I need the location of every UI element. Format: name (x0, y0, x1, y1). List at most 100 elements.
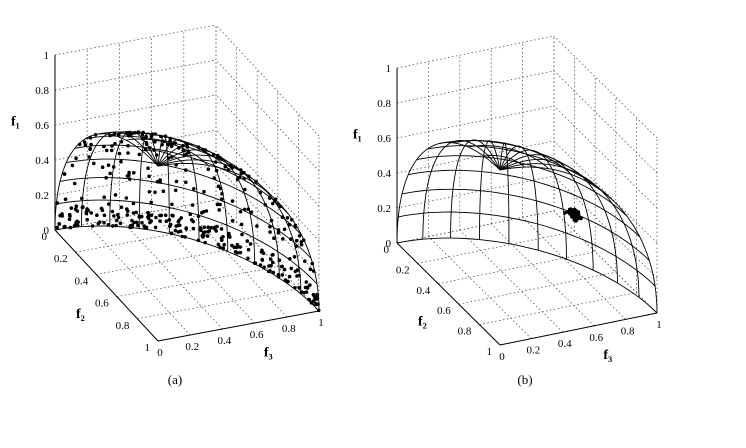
data-point (113, 193, 118, 197)
data-point (184, 226, 188, 230)
sphere-meridian (499, 166, 658, 314)
data-point (255, 224, 259, 228)
x-tick-label: 0.6 (589, 332, 603, 344)
data-point (104, 176, 108, 180)
data-point (299, 240, 304, 244)
data-point (285, 216, 290, 220)
data-point (219, 197, 224, 201)
sphere-meridian (396, 142, 501, 244)
data-point (316, 308, 321, 313)
data-point (107, 202, 111, 206)
data-point (116, 132, 121, 137)
data-point (242, 207, 247, 212)
data-point (159, 134, 163, 139)
data-point (169, 231, 174, 236)
data-point (171, 214, 175, 218)
data-point (181, 143, 185, 148)
data-point (82, 140, 87, 144)
data-point (73, 207, 78, 211)
data-point (289, 237, 293, 241)
x-axis-label: f₃ (603, 348, 612, 363)
data-point (81, 205, 85, 209)
grid-line (54, 24, 217, 56)
data-point (215, 153, 220, 158)
grid-line (553, 70, 658, 174)
data-point (311, 269, 316, 273)
data-point (303, 285, 308, 290)
z-tick-label: 0.2 (35, 190, 49, 202)
z-tick-label: 0.6 (377, 133, 391, 145)
data-point (136, 223, 140, 228)
data-point (313, 301, 318, 306)
data-point (276, 202, 280, 206)
grid-line (458, 271, 616, 305)
data-point (297, 285, 302, 290)
data-point (168, 136, 173, 141)
y-tick-label: 0.6 (95, 298, 109, 310)
data-point (196, 214, 201, 218)
data-point (230, 199, 235, 203)
data-point (119, 205, 124, 209)
data-point (206, 225, 210, 229)
data-point (118, 221, 123, 225)
y-tick-label: 0.8 (458, 326, 472, 338)
data-point (245, 239, 250, 243)
data-point (239, 171, 244, 176)
grid-line (438, 251, 596, 285)
data-point (297, 234, 302, 238)
data-point (147, 174, 151, 179)
data-point (110, 209, 115, 214)
data-point (102, 144, 106, 149)
data-point (282, 267, 287, 272)
grid-line (215, 164, 320, 277)
data-point (112, 131, 117, 136)
z-axis-label: f₁ (11, 115, 20, 130)
data-point (100, 208, 105, 212)
data-point (269, 263, 273, 268)
z-tick-label: 1 (386, 63, 392, 75)
data-point (134, 210, 138, 215)
data-point (62, 225, 66, 229)
data-point (114, 223, 118, 228)
data-point (135, 220, 139, 225)
data-point (235, 251, 239, 255)
data-point (573, 213, 577, 218)
data-point (117, 151, 122, 156)
sphere-meridian (499, 163, 640, 298)
data-point (218, 186, 223, 191)
grid-line (54, 59, 217, 91)
data-point (188, 212, 193, 216)
data-point (116, 215, 121, 220)
sphere-meridian (157, 159, 302, 295)
data-point (287, 222, 292, 227)
data-point (308, 267, 313, 272)
data-point (211, 152, 216, 157)
grid-line (396, 175, 555, 209)
data-point (191, 226, 196, 231)
data-point (163, 134, 168, 138)
data-point (303, 259, 307, 264)
data-point (142, 224, 146, 228)
data-point (92, 161, 96, 166)
data-point (308, 283, 312, 287)
data-point (170, 142, 174, 146)
data-point (176, 230, 181, 234)
data-point (85, 217, 89, 222)
data-point (177, 146, 181, 150)
data-point (213, 160, 218, 164)
x-tick-label: 0.2 (527, 345, 541, 357)
data-point (254, 179, 258, 184)
data-point (304, 280, 309, 284)
data-point (189, 218, 194, 222)
data-point (293, 225, 298, 229)
data-point (137, 152, 142, 157)
data-point (262, 265, 266, 270)
y-tick-label: 1 (145, 342, 151, 354)
data-point (273, 197, 278, 202)
data-point (238, 250, 243, 255)
data-point (294, 244, 299, 249)
data-point (126, 144, 130, 148)
data-point (221, 246, 226, 251)
data-point (88, 136, 93, 140)
